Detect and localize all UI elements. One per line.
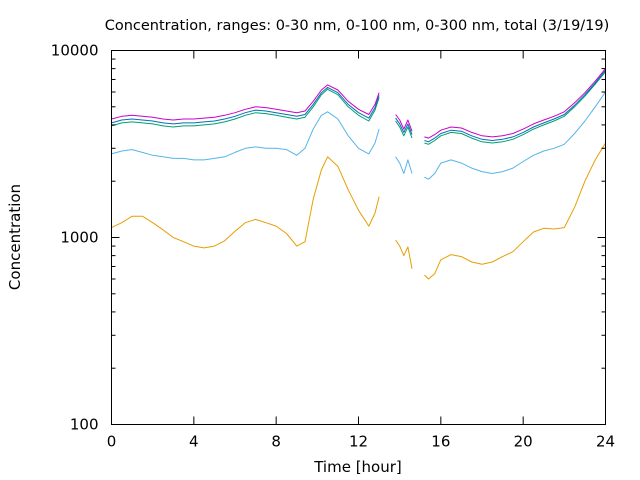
x-tick-label: 16 — [431, 433, 450, 451]
x-axis-ticks: 0 4 8 12 16 20 24 — [107, 50, 615, 451]
y-tick-label: 10000 — [51, 42, 99, 60]
x-tick-label: 0 — [107, 433, 117, 451]
series-line-5 — [111, 68, 606, 139]
series-line-1 — [111, 142, 606, 280]
chart-title: Concentration, ranges: 0-30 nm, 0-100 nm… — [105, 18, 610, 34]
y-tick-label: 100 — [70, 416, 99, 434]
x-axis-label: Time [hour] — [313, 458, 402, 476]
series-line-4 — [111, 69, 606, 143]
x-tick-label: 12 — [349, 433, 368, 451]
y-tick-label: 1000 — [60, 229, 98, 247]
x-tick-label: 8 — [271, 433, 281, 451]
x-tick-label: 4 — [189, 433, 199, 451]
x-tick-label: 24 — [596, 433, 615, 451]
y-axis-ticks: 100 1000 10000 — [51, 42, 606, 434]
plot-frame — [111, 50, 606, 425]
y-axis-label: Concentration — [6, 184, 24, 290]
series-line-3 — [111, 71, 606, 145]
series-line-2 — [111, 91, 606, 180]
x-tick-label: 20 — [514, 433, 533, 451]
series-layer — [111, 68, 606, 280]
